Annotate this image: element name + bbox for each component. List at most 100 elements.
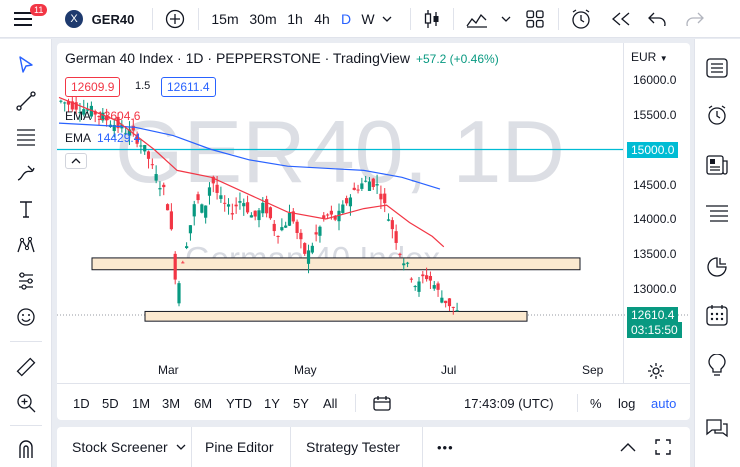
chart-panel[interactable]: GER40, 1D German 40 Index German 40 Inde… [57,43,690,420]
forecast-tool-icon[interactable] [10,265,42,297]
calendar-icon[interactable] [701,299,733,331]
menu-icon[interactable] [8,0,38,38]
top-toolbar: 11 X GER40 15m 30m 1h 4h D W [0,0,740,38]
interval-dropdown-chevron-icon[interactable] [379,0,395,38]
candle-body [268,207,273,219]
candle-body [352,187,356,190]
trend-line-icon[interactable] [10,85,42,117]
candle-body [432,285,436,289]
range-3m[interactable]: 3M [162,396,181,411]
interval-15m[interactable]: 15m [211,11,239,27]
legend-change: +57.2 (+0.46%) [415,52,499,66]
interval-4h[interactable]: 4h [314,11,330,27]
log-scale-toggle[interactable]: log [618,396,636,411]
indicators-chevron-icon[interactable] [498,0,514,38]
hline-price-tag: 15000.0 [627,142,679,158]
symbol-name[interactable]: GER40 [91,11,135,27]
notification-badge: 11 [30,4,48,16]
chart-settings-gear-icon[interactable] [647,362,665,385]
watchlist-icon[interactable] [701,52,733,84]
ideas-stream-icon[interactable] [701,197,733,229]
hotlist-icon[interactable] [701,251,733,283]
candle-body [82,109,86,115]
candle-body [261,202,265,214]
interval-w[interactable]: W [361,11,375,27]
ruler-icon[interactable] [10,351,42,383]
candle-body [356,189,360,191]
smiley-icon[interactable] [10,301,42,333]
candle-body [314,232,318,235]
candle-body [318,226,322,236]
magnet-icon[interactable] [10,433,42,465]
candle-body [66,101,71,105]
percent-scale-toggle[interactable]: % [590,396,602,411]
redo-icon[interactable] [682,0,708,38]
layout-grid-icon[interactable] [523,0,547,38]
bar-countdown-tag: 03:15:50 [627,322,682,338]
tab-strategy-tester[interactable]: Strategy Tester [306,439,400,455]
candle-body [177,283,181,304]
interval-1h[interactable]: 1h [287,11,303,27]
news-icon[interactable] [701,149,733,181]
tab-stock-screener[interactable]: Stock Screener [72,427,186,467]
range-ytd[interactable]: YTD [226,396,252,411]
buy-price-button[interactable]: 12611.4 [161,77,216,97]
auto-scale-toggle[interactable]: auto [651,396,677,411]
candle-body [299,232,303,240]
price-chart-canvas[interactable] [57,43,690,420]
range-all[interactable]: All [323,396,338,411]
candle-body [215,184,219,193]
candles-icon[interactable] [420,0,444,38]
alert-clock-icon[interactable] [568,0,594,38]
zoom-in-icon[interactable] [10,387,42,419]
candle-body [223,202,227,204]
candle-body [131,125,135,131]
candle-body [200,204,204,213]
indicators-icon[interactable] [464,0,490,38]
currency-selector[interactable]: EUR ▼ [631,50,668,64]
go-to-date-icon[interactable] [373,395,391,416]
range-1m[interactable]: 1M [132,396,151,411]
range-1y[interactable]: 1Y [264,396,280,411]
bulb-icon[interactable] [701,349,733,381]
candle-body [85,109,90,111]
undo-icon[interactable] [644,0,670,38]
candle-body [204,205,208,218]
add-symbol-icon[interactable] [163,0,187,38]
more-tabs-button[interactable]: ••• [437,439,454,455]
cursor-icon[interactable] [10,49,42,81]
candle-body [417,281,421,292]
candle-body [185,246,189,249]
candle-body [303,243,307,254]
tab-pine-editor[interactable]: Pine Editor [205,439,274,455]
fib-retracement-icon[interactable] [10,121,42,153]
range-6m[interactable]: 6M [194,396,213,411]
candle-body [272,223,276,232]
candle-body [398,253,402,255]
range-5y[interactable]: 5Y [293,396,309,411]
time-tick: May [294,363,317,377]
candle-body [181,262,185,264]
screener-chevron-icon [176,444,186,450]
text-tool-icon[interactable] [10,193,42,225]
candle-body [70,101,74,110]
candle-body [143,145,147,152]
sell-price-button[interactable]: 12609.9 [65,77,121,97]
collapse-legend-chevron-icon[interactable] [65,153,87,169]
candle-body [345,198,349,204]
maximize-panel-icon[interactable] [655,427,671,467]
collapse-panel-chevron-icon[interactable] [620,427,636,467]
clock-time[interactable]: 17:43:09 (UTC) [464,396,554,411]
alarm-clock-icon[interactable] [701,99,733,131]
interval-d-active[interactable]: D [340,11,352,27]
range-1d[interactable]: 1D [73,396,90,411]
candle-body [253,210,257,217]
range-5d[interactable]: 5D [102,396,119,411]
interval-30m[interactable]: 30m [249,11,277,27]
pattern-tool-icon[interactable] [10,229,42,261]
chat-icon[interactable] [701,413,733,445]
brush-icon[interactable] [10,157,42,189]
candle-body [444,300,448,304]
replay-icon[interactable] [608,0,634,38]
candle-body [165,204,170,211]
